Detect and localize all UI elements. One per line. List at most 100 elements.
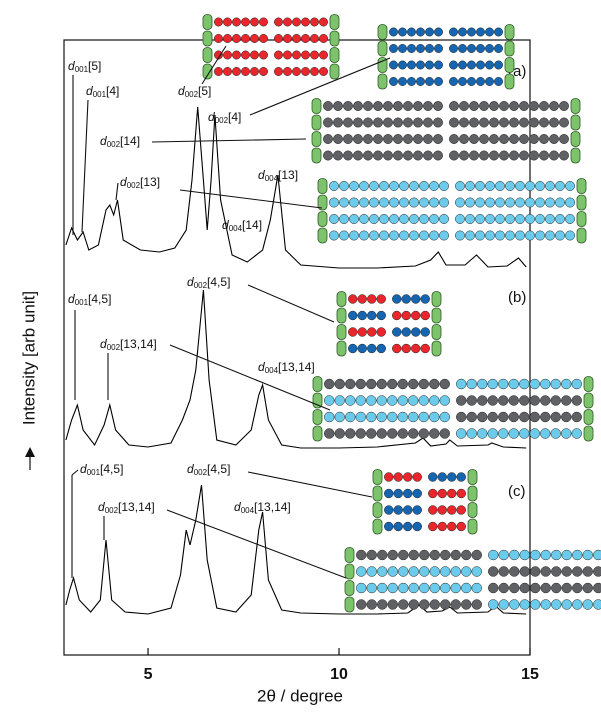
bead bbox=[403, 101, 413, 111]
bead bbox=[540, 411, 551, 423]
peak-suffix: [5] bbox=[198, 84, 211, 98]
bead bbox=[593, 566, 601, 577]
bead bbox=[495, 214, 505, 224]
bead bbox=[377, 599, 388, 610]
bead bbox=[485, 197, 495, 208]
bead bbox=[345, 411, 356, 423]
bead bbox=[540, 428, 551, 439]
end-group bbox=[431, 340, 442, 357]
end-group bbox=[576, 211, 587, 227]
bead bbox=[366, 582, 377, 594]
x-tick-label: 10 bbox=[330, 666, 348, 683]
bead bbox=[485, 230, 495, 241]
bead bbox=[515, 197, 525, 208]
peak-label: d002[4] bbox=[208, 110, 241, 125]
bead bbox=[487, 411, 498, 423]
bead bbox=[393, 134, 403, 144]
bead bbox=[465, 214, 475, 224]
bead bbox=[455, 181, 465, 191]
bead bbox=[419, 197, 429, 208]
bead bbox=[369, 230, 379, 241]
bead bbox=[418, 428, 429, 439]
end-group bbox=[317, 194, 328, 211]
leader-line bbox=[71, 469, 79, 476]
bead bbox=[323, 117, 333, 128]
xrd-trace bbox=[65, 289, 527, 449]
end-group bbox=[336, 291, 347, 307]
bead bbox=[509, 582, 520, 594]
bead bbox=[398, 77, 407, 86]
bead bbox=[505, 181, 515, 191]
bead bbox=[565, 214, 575, 224]
bead bbox=[529, 150, 539, 161]
bead bbox=[572, 599, 583, 610]
bead bbox=[408, 411, 419, 423]
bead bbox=[530, 549, 541, 561]
peak-label: d001[5] bbox=[68, 59, 101, 74]
bead bbox=[376, 310, 386, 321]
peak-symbol: d bbox=[98, 500, 105, 514]
peak-symbol: d bbox=[68, 59, 75, 73]
bead bbox=[545, 181, 555, 191]
end-group bbox=[317, 227, 328, 244]
bead bbox=[428, 505, 438, 515]
bead bbox=[551, 566, 562, 577]
bead bbox=[345, 428, 356, 439]
bead bbox=[476, 44, 485, 53]
bead bbox=[397, 378, 408, 390]
bead bbox=[412, 505, 422, 515]
bead bbox=[408, 566, 419, 577]
bead bbox=[392, 327, 402, 337]
bead bbox=[411, 343, 421, 354]
peak-index: 004 bbox=[265, 366, 279, 375]
bead bbox=[582, 582, 593, 594]
peak-index: 001 bbox=[75, 65, 89, 74]
bead bbox=[376, 327, 386, 337]
peak-index: 002 bbox=[127, 181, 141, 190]
bead bbox=[477, 395, 488, 406]
peak-symbol: d bbox=[187, 462, 194, 476]
peak-symbol: d bbox=[100, 134, 107, 148]
bead bbox=[393, 117, 403, 128]
bead bbox=[349, 197, 359, 208]
bead bbox=[561, 599, 572, 610]
bead bbox=[319, 17, 328, 27]
bead bbox=[477, 378, 488, 390]
leader-line bbox=[247, 471, 373, 498]
peak-suffix: [14] bbox=[242, 218, 262, 232]
bead bbox=[456, 378, 467, 390]
bead bbox=[334, 411, 345, 423]
bead bbox=[476, 77, 485, 86]
bead bbox=[339, 197, 349, 208]
peak-index: 001 bbox=[75, 298, 89, 307]
bead bbox=[407, 60, 416, 70]
bead bbox=[398, 44, 407, 53]
leader-line bbox=[169, 344, 331, 411]
bead bbox=[384, 505, 394, 515]
bead bbox=[357, 294, 367, 304]
bead bbox=[450, 582, 461, 594]
end-group bbox=[576, 178, 587, 194]
bead bbox=[466, 428, 477, 439]
bead bbox=[301, 17, 310, 27]
end-group bbox=[372, 469, 383, 485]
peak-symbol: d bbox=[258, 168, 265, 182]
bead bbox=[413, 101, 423, 111]
bead bbox=[387, 599, 398, 610]
bead bbox=[449, 150, 459, 161]
bead bbox=[259, 67, 268, 76]
bead bbox=[241, 34, 250, 43]
bead bbox=[274, 67, 283, 76]
bead bbox=[440, 566, 451, 577]
bead bbox=[466, 378, 477, 390]
bead bbox=[509, 134, 519, 144]
bead bbox=[439, 428, 450, 439]
peak-label: d004[13,14] bbox=[258, 360, 315, 375]
bead bbox=[301, 50, 310, 60]
bead bbox=[488, 599, 499, 610]
bead bbox=[419, 230, 429, 241]
bead bbox=[283, 17, 292, 27]
bead bbox=[508, 411, 519, 423]
bead bbox=[459, 117, 469, 128]
bead bbox=[449, 27, 458, 37]
